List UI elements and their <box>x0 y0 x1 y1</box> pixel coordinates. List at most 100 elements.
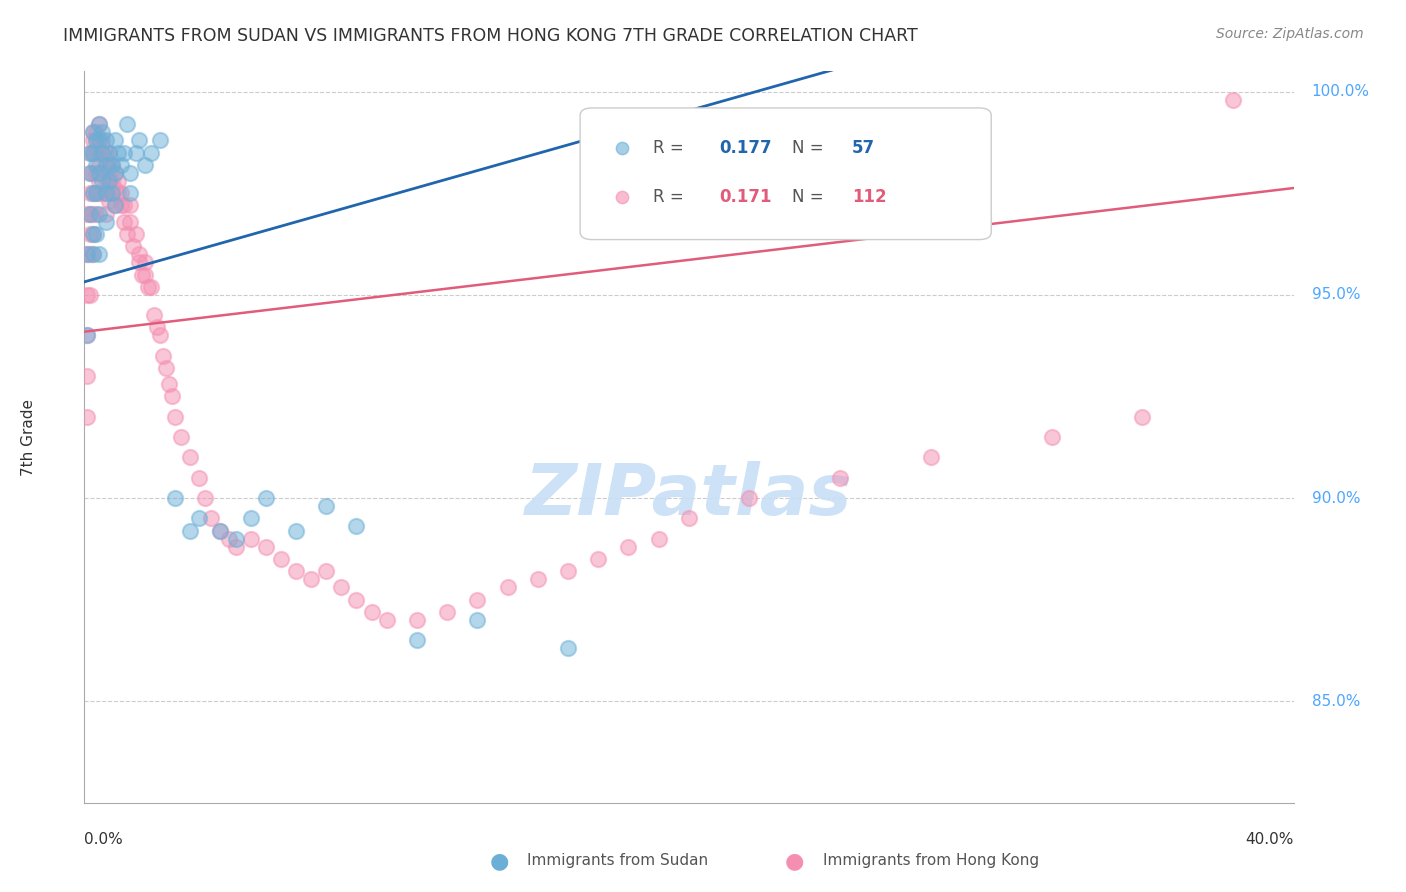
Point <box>110 186 132 201</box>
Point <box>91 186 114 201</box>
Point <box>128 255 150 269</box>
Point <box>200 511 222 525</box>
Point <box>86 186 108 201</box>
Point <box>239 532 262 546</box>
Point <box>254 540 277 554</box>
Point <box>155 361 177 376</box>
Point <box>406 613 429 627</box>
Point <box>142 308 165 322</box>
Point <box>104 166 127 180</box>
Text: 57: 57 <box>852 139 876 157</box>
Point <box>76 328 98 343</box>
Point <box>104 166 127 180</box>
Point <box>79 166 101 180</box>
Point <box>76 288 98 302</box>
Point <box>557 641 579 656</box>
Point <box>647 532 671 546</box>
Point <box>830 471 852 485</box>
Point <box>375 613 398 627</box>
Point <box>118 166 141 180</box>
Point <box>104 182 127 196</box>
Point <box>94 158 117 172</box>
Point <box>86 125 108 139</box>
Point <box>94 174 117 188</box>
Point <box>496 581 519 595</box>
Point <box>86 186 108 201</box>
Point <box>79 227 101 241</box>
Point <box>146 320 169 334</box>
Point <box>125 227 148 241</box>
Point <box>467 592 489 607</box>
Point <box>94 215 117 229</box>
Point <box>118 215 141 229</box>
Text: 40.0%: 40.0% <box>1246 832 1294 847</box>
Point <box>107 145 129 160</box>
Point <box>86 158 108 172</box>
Text: Immigrants from Hong Kong: Immigrants from Hong Kong <box>823 854 1039 868</box>
Point <box>82 133 104 147</box>
Point <box>82 125 104 139</box>
Point <box>97 158 120 172</box>
FancyBboxPatch shape <box>581 108 991 240</box>
Point <box>100 186 122 201</box>
Text: 0.0%: 0.0% <box>84 832 124 847</box>
Point <box>97 174 120 188</box>
Point <box>82 145 104 160</box>
Point <box>170 430 193 444</box>
Point <box>163 491 186 505</box>
Point <box>94 158 117 172</box>
Text: 0.177: 0.177 <box>720 139 772 157</box>
Text: Immigrants from Sudan: Immigrants from Sudan <box>527 854 709 868</box>
Point <box>100 158 122 172</box>
Point <box>82 206 104 220</box>
Point <box>128 247 150 261</box>
Point <box>100 186 122 201</box>
Point <box>526 572 548 586</box>
Point <box>467 613 489 627</box>
Point <box>89 133 111 147</box>
Point <box>188 511 211 525</box>
Point <box>134 158 156 172</box>
Text: 85.0%: 85.0% <box>1312 694 1360 709</box>
Point <box>76 247 98 261</box>
Point <box>79 247 101 261</box>
Point <box>330 581 353 595</box>
Point <box>134 268 156 282</box>
Point <box>79 145 101 160</box>
Point <box>315 499 337 513</box>
Point <box>239 511 262 525</box>
Point <box>89 133 111 147</box>
Point <box>678 511 700 525</box>
Text: R =: R = <box>652 139 689 157</box>
Point <box>115 227 138 241</box>
Text: N =: N = <box>792 139 828 157</box>
Point <box>89 145 111 160</box>
Point <box>79 186 101 201</box>
Point <box>1130 409 1153 424</box>
Point <box>110 158 132 172</box>
Point <box>76 409 98 424</box>
Point <box>617 540 640 554</box>
Point <box>284 564 308 578</box>
Point <box>107 174 129 188</box>
Point <box>79 288 101 302</box>
Point <box>94 133 117 147</box>
Point <box>82 247 104 261</box>
Point <box>139 145 162 160</box>
Point <box>76 328 98 343</box>
Point <box>82 227 104 241</box>
Point <box>97 174 120 188</box>
Point <box>100 158 122 172</box>
Text: ●: ● <box>489 851 509 871</box>
Text: 112: 112 <box>852 188 887 206</box>
Point <box>270 552 292 566</box>
Point <box>112 145 135 160</box>
Point <box>1222 93 1244 107</box>
Text: N =: N = <box>792 188 828 206</box>
Point <box>157 377 180 392</box>
Point <box>152 349 174 363</box>
Point <box>557 564 579 578</box>
Point <box>82 186 104 201</box>
Text: 0.171: 0.171 <box>720 188 772 206</box>
Point <box>86 166 108 180</box>
